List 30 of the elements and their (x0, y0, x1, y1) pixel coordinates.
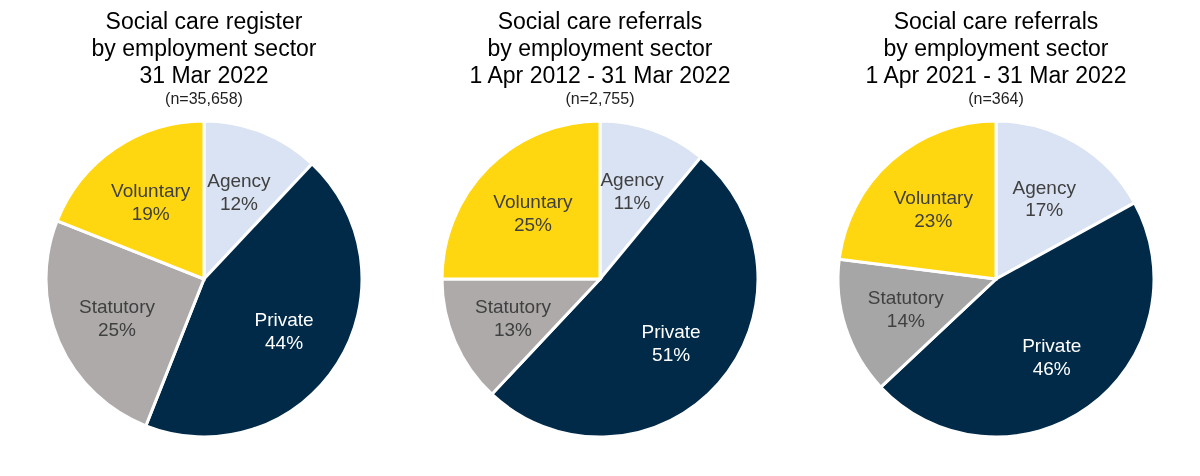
data-label: 19% (131, 202, 170, 224)
slice-label: Private (254, 309, 314, 330)
slice-label: Agency (600, 169, 665, 190)
data-label: 12% (219, 192, 259, 214)
data-label: 46% (1032, 357, 1071, 379)
chart-title: Social care referrals by employment sector 1 Apr 2021 - 31 Mar 2022 (865, 8, 1127, 89)
slice-label: Statutory (867, 287, 945, 309)
slice-label: Statutory (474, 295, 552, 317)
slice-label: Private (1022, 334, 1082, 356)
data-label: 13% (493, 318, 533, 340)
slice-label: Voluntary (111, 179, 191, 201)
data-label: 44% (265, 331, 304, 353)
data-label: 11% (613, 191, 651, 213)
slice-label: Agency (1012, 176, 1077, 198)
chart-subtitle: (n=35,658) (165, 89, 243, 109)
data-label: 14% (886, 310, 925, 332)
slice-label: Agency (207, 170, 272, 192)
chart-subtitle: (n=364) (968, 89, 1024, 109)
slice-label: Voluntary (893, 187, 974, 209)
slice-label: Statutory (78, 295, 156, 317)
data-label: 25% (97, 318, 137, 340)
chart-subtitle: (n=2,755) (565, 89, 635, 109)
data-label: 25% (513, 213, 553, 235)
data-label: 51% (652, 343, 691, 365)
chart-title: Social care referrals by employment sector 1 Apr 2012 - 31 Mar 2022 (469, 8, 731, 89)
data-label: 17% (1025, 199, 1064, 221)
slice-label: Voluntary (493, 191, 574, 213)
chart-title: Social care register by employment sector 31 Mar 2022 (91, 8, 317, 89)
data-label: 23% (914, 209, 953, 231)
slice-label: Private (641, 320, 701, 342)
